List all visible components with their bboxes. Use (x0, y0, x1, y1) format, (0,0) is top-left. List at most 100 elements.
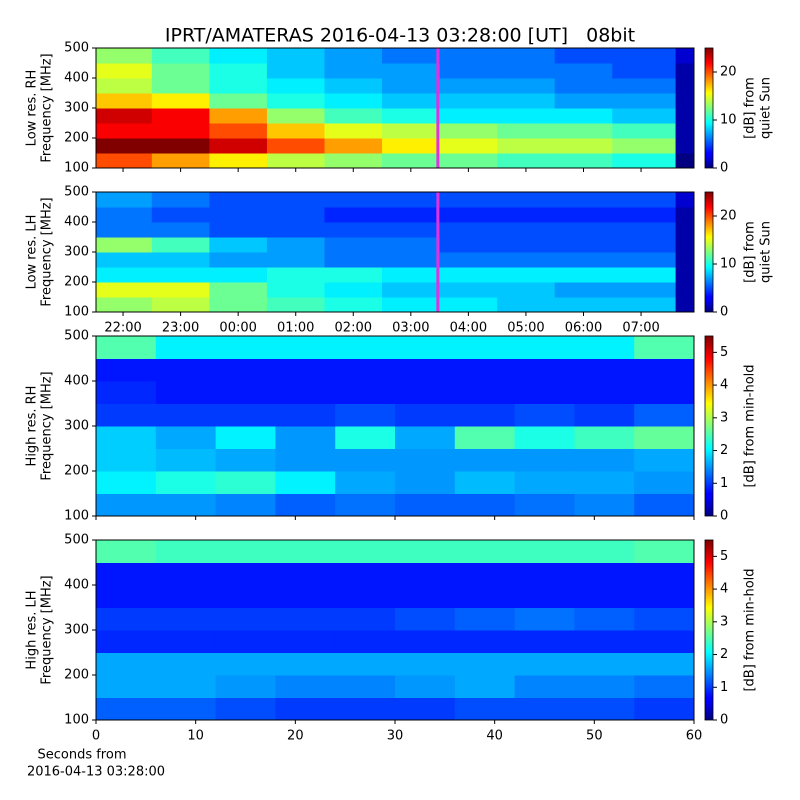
heat-cell (215, 471, 276, 494)
heat-cell (215, 381, 276, 404)
heat-cell (335, 585, 396, 608)
heat-cell (439, 192, 498, 208)
y-axis-label: Low res. RH (25, 70, 40, 147)
heat-cell (209, 108, 268, 124)
heat-cell (324, 207, 383, 223)
x-tick-label: 0 (92, 729, 100, 744)
heat-cell (96, 471, 157, 494)
heat-cell (554, 153, 613, 169)
heat-cell (275, 493, 336, 517)
heat-cell (335, 426, 396, 449)
heat-cell (275, 381, 336, 404)
heat-cell (497, 138, 556, 154)
heat-cell (574, 652, 635, 676)
heat-cell (395, 630, 456, 653)
heat-cell (382, 78, 441, 94)
heat-cell (497, 123, 556, 139)
heat-cell (395, 652, 456, 676)
x-tick-label: 40 (486, 729, 503, 744)
heat-cell (675, 282, 695, 298)
heat-cell (275, 630, 336, 653)
heat-cell (574, 426, 635, 449)
heat-cell (497, 252, 556, 268)
colorbar-tick-label: 0 (720, 713, 728, 728)
heat-cell (439, 63, 498, 79)
y-axis-label: High res. LH (25, 590, 40, 669)
heat-cell (324, 48, 383, 64)
heat-cell (612, 222, 677, 238)
heat-cell (675, 222, 695, 238)
heat-cell (266, 222, 325, 238)
heat-cell (96, 153, 153, 169)
heat-cell (554, 237, 613, 253)
heat-cell (96, 237, 153, 253)
heat-cell (96, 48, 153, 64)
heat-cell (335, 493, 396, 517)
heat-cell (675, 237, 695, 253)
y-tick-label: 300 (64, 623, 89, 638)
heat-cell (454, 630, 516, 653)
heat-cell (275, 697, 336, 721)
heat-cell (382, 237, 441, 253)
heat-cell (335, 403, 396, 427)
heat-cell (96, 282, 153, 298)
heat-cell (612, 267, 677, 283)
heat-cell (155, 493, 217, 517)
heat-cell (514, 540, 575, 563)
colorbar (704, 47, 714, 169)
heat-cell (335, 675, 396, 698)
y-tick-label: 100 (64, 509, 89, 524)
colorbar-tick-label: 0 (720, 509, 728, 524)
y-tick-label: 300 (64, 419, 89, 434)
heat-cell (215, 540, 276, 563)
heat-cell (151, 153, 210, 169)
heat-cell (266, 237, 325, 253)
heat-cell (151, 63, 210, 79)
x-tick-label: 01:00 (277, 321, 314, 336)
x-tick-label: 23:00 (162, 321, 199, 336)
heat-cell (382, 267, 441, 283)
heat-cell (266, 252, 325, 268)
heat-cell (275, 403, 336, 427)
heat-cell (612, 192, 677, 208)
heat-cell (209, 63, 268, 79)
heat-cell (215, 652, 276, 676)
heat-cell (324, 93, 383, 109)
heat-cell (497, 153, 556, 169)
heat-cell (554, 207, 613, 223)
heat-cell (209, 153, 268, 169)
heat-cell (96, 123, 153, 139)
x-tick-label: 04:00 (450, 321, 487, 336)
heat-cell (395, 493, 456, 517)
figure-title: IPRT/AMATERAS 2016-04-13 03:28:00 [UT] 0… (165, 25, 635, 47)
heat-cell (497, 108, 556, 124)
x-tick-label: 00:00 (219, 321, 256, 336)
heat-cell (574, 336, 635, 359)
heat-cell (96, 697, 157, 721)
y-tick-label: 400 (64, 71, 89, 86)
heat-cell (554, 222, 613, 238)
x-axis-label: 2016-04-13 03:28:00 (27, 765, 165, 780)
colorbar-tick-label: 4 (720, 582, 728, 597)
heat-cell (382, 48, 441, 64)
heat-cell (155, 675, 217, 698)
colorbar-tick-label: 0 (720, 161, 728, 176)
heat-cell (634, 381, 695, 404)
heat-cell (382, 93, 441, 109)
heat-cell (155, 448, 217, 472)
heat-cell (675, 123, 695, 139)
heat-cell (439, 138, 498, 154)
heat-cell (96, 222, 153, 238)
heat-cell (266, 207, 325, 223)
y-tick-label: 200 (64, 275, 89, 290)
heat-cell (215, 697, 276, 721)
heat-cell (439, 252, 498, 268)
colorbar-tick-label: 20 (720, 209, 737, 224)
heat-cell (497, 222, 556, 238)
heat-cell (266, 267, 325, 283)
heat-cell (612, 78, 677, 94)
heat-cell (514, 426, 575, 449)
colorbar (704, 539, 714, 721)
heat-cell (612, 297, 677, 313)
heat-cell (215, 585, 276, 608)
